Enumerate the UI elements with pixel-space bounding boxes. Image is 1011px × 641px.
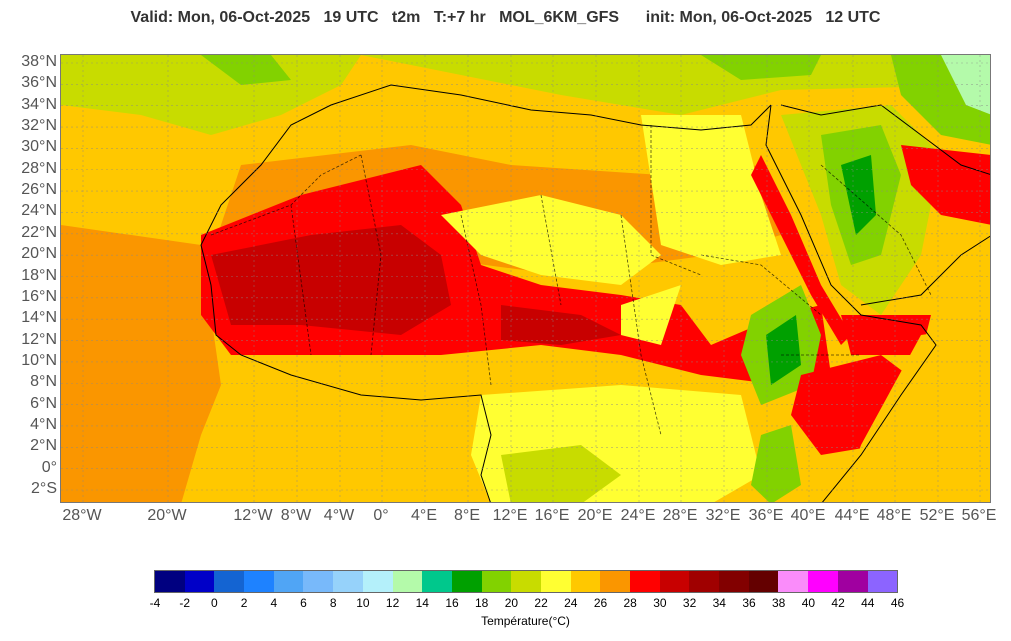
longitude-label: 0° [373,507,389,524]
colorbar-swatch [748,571,779,592]
colorbar-tick-label: 34 [712,596,726,610]
colorbar-swatch [481,571,512,592]
colorbar-swatch [184,571,215,592]
colorbar-swatch [392,571,423,592]
latitude-label: 2°N [30,437,57,455]
latitude-label: 34°N [21,95,57,113]
latitude-label: 24°N [21,202,57,220]
latitude-label: 36°N [21,74,57,92]
colorbar-tick-label: 2 [240,596,248,610]
longitude-label: 20°E [577,507,613,524]
colorbar-tick-label: 18 [475,596,489,610]
temperature-map [60,54,991,503]
colorbar-swatch [244,571,274,592]
colorbar-tick-label: 6 [300,596,307,610]
longitude-label: 8°W [280,507,312,524]
colorbar-tick-label: 36 [742,596,756,610]
gridlines [61,55,990,502]
colorbar-tick-label: 12 [385,596,400,610]
latitude-label: 6°N [30,394,57,412]
longitude-label: 4°W [323,507,355,524]
colorbar-title: Température(°C) [481,614,570,628]
longitude-label: 20°W [147,507,187,524]
colorbar-swatch [511,571,541,592]
colorbar-tick-label: 32 [682,596,697,610]
latitude-label: 32°N [21,117,57,135]
longitude-label: 36°E [748,507,784,524]
latitude-label: 28°N [21,159,57,177]
longitude-label: 48°E [876,507,912,524]
longitude-label: 28°W [62,507,102,524]
longitude-label: 56°E [961,507,997,524]
longitude-label: 8°E [454,507,480,524]
colorbar-swatch [719,571,749,592]
colorbar-tick-label: 8 [329,596,337,610]
colorbar-tick-label: -4 [149,596,161,610]
colorbar-swatch [689,571,720,592]
colorbar-swatch [659,571,690,592]
colorbar-swatch [778,571,809,592]
colorbar-swatch [570,571,601,592]
colorbar-swatch [630,571,660,592]
colorbar-swatch [808,571,838,592]
longitude-label: 24°E [620,507,656,524]
latitude-label: 4°N [30,415,57,433]
colorbar-tick-label: 28 [623,596,637,610]
colorbar-tick-label: 24 [564,596,578,610]
latitude-label: 16°N [21,287,57,305]
colorbar-swatch [214,571,245,592]
colorbar-swatch [451,571,482,592]
latitude-label: 20°N [21,245,57,263]
colorbar-tick-label: 20 [504,596,519,610]
latitude-label: 26°N [21,181,57,199]
colorbar-tick-label: 26 [593,596,608,610]
colorbar-tick-label: 4 [270,596,278,610]
colorbar-swatch [540,571,571,592]
colorbar-swatch [837,571,868,592]
colorbar-swatch [422,571,452,592]
latitude-label: 18°N [21,266,57,284]
longitude-label: 16°E [534,507,570,524]
colorbar-tick-label: 44 [861,596,875,610]
colorbar-swatch [303,571,334,592]
colorbar-tick-label: 16 [445,596,459,610]
colorbar-tick-label: 38 [772,596,786,610]
colorbar-tick-label: 42 [831,596,845,610]
longitude-label: 4°E [411,507,437,524]
colorbar-tick-label: 14 [415,596,429,610]
colorbar-swatch [362,571,393,592]
colorbar-swatch [273,571,304,592]
longitude-label: 12°W [233,507,273,524]
colorbar-swatch [600,571,630,592]
latitude-label: 2°S [31,480,57,497]
colorbar-tick-label: 0 [211,596,218,610]
longitude-label: 28°E [662,507,698,524]
colorbar-tick-label: 30 [653,596,667,610]
colorbar-swatch [155,571,185,592]
longitude-label: 32°E [705,507,741,524]
colorbar-tick-label: 10 [356,596,370,610]
colorbar-tick-label: -2 [179,596,191,610]
colorbar [154,570,899,593]
temperature-field [61,55,990,502]
longitude-label: 40°E [790,507,826,524]
longitude-label: 44°E [834,507,870,524]
longitude-label: 52°E [919,507,955,524]
latitude-label: 10°N [21,351,57,369]
latitude-label: 22°N [21,223,57,241]
latitude-label: 12°N [21,330,57,348]
colorbar-swatch [333,571,363,592]
colorbar-tick-label: 22 [534,596,548,610]
latitude-label: 38°N [21,53,57,70]
colorbar-tick-label: 46 [890,596,905,610]
longitude-label: 12°E [492,507,528,524]
latitude-label: 30°N [21,138,57,156]
colorbar-tick-label: 40 [801,596,816,610]
latitude-label: 0° [41,458,57,476]
latitude-label: 8°N [30,373,57,391]
latitude-label: 14°N [21,309,57,327]
colorbar-swatch [867,571,898,592]
map-title: Valid: Mon, 06-Oct-2025 19 UTC t2m T:+7 … [130,9,881,26]
